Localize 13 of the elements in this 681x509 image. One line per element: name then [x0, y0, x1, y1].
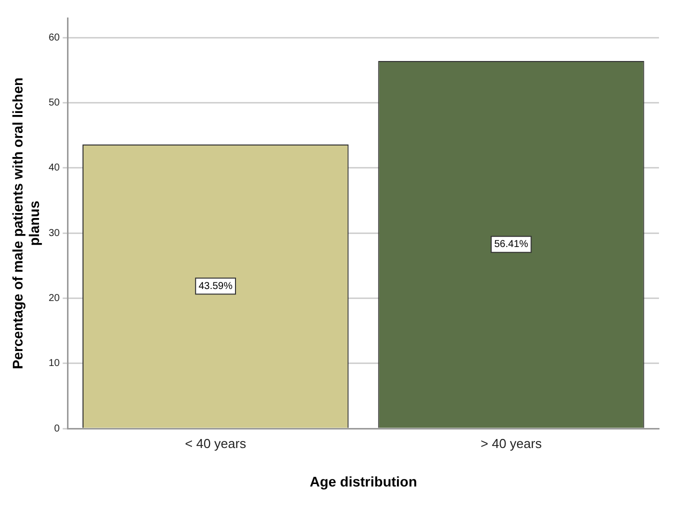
data-label: 43.59% — [198, 280, 233, 292]
x-tick-label: > 40 years — [480, 436, 542, 451]
y-axis-title: Percentage of male patients with oral lichen planus — [9, 77, 42, 370]
data-label: 56.41% — [494, 239, 528, 250]
y-tick-label: 60 — [48, 32, 60, 44]
x-axis-title: Age distribution — [310, 473, 418, 490]
y-tick-label: 20 — [48, 293, 60, 304]
y-tick-label: 50 — [48, 97, 60, 108]
y-tick-label: 10 — [48, 358, 60, 370]
y-tick-label: 40 — [48, 162, 60, 174]
x-tick-label: < 40 years — [185, 436, 247, 451]
y-tick-label: 0 — [54, 423, 60, 434]
y-tick-label: 30 — [48, 228, 60, 239]
